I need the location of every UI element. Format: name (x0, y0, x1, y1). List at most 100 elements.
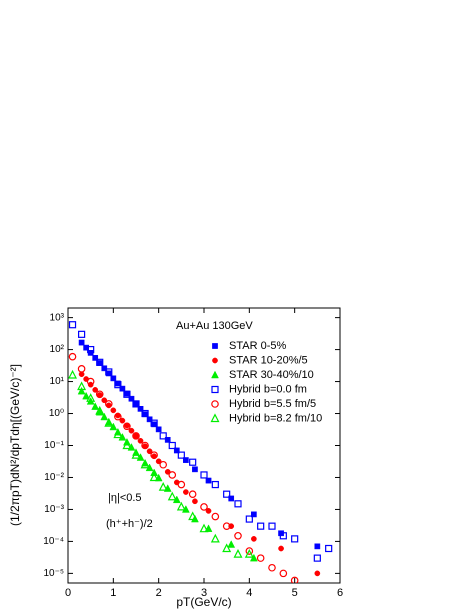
marker (159, 432, 167, 440)
marker (233, 549, 243, 558)
marker (257, 522, 265, 530)
annotation: (h⁺+h⁻)/2 (106, 518, 153, 530)
marker (83, 344, 89, 351)
marker (92, 387, 99, 393)
marker (119, 417, 126, 424)
marker (146, 448, 153, 455)
marker (119, 385, 126, 392)
marker (110, 407, 117, 414)
x-tick-label: 4 (246, 587, 252, 599)
y-tick-label: 10² (50, 344, 65, 355)
marker (212, 357, 218, 364)
marker (211, 512, 220, 521)
marker (227, 540, 236, 548)
marker (234, 500, 242, 508)
legend-label: Hybrid b=0.0 fm (229, 383, 307, 395)
legend-label: STAR 30-40%/10 (229, 369, 314, 381)
marker (104, 418, 114, 427)
marker (177, 480, 186, 489)
marker (211, 385, 219, 394)
y-tick-label: 10⁻² (44, 472, 64, 483)
x-tick-label: 0 (65, 587, 71, 599)
marker (132, 400, 140, 408)
marker (68, 352, 77, 361)
marker (132, 432, 140, 440)
marker (101, 397, 108, 404)
marker (251, 511, 257, 518)
marker (234, 531, 242, 540)
marker (86, 393, 96, 402)
y-tick-label: 10⁻³ (44, 504, 64, 515)
marker (200, 471, 208, 479)
marker (100, 412, 109, 421)
marker (95, 405, 105, 415)
marker (140, 459, 150, 469)
marker (314, 570, 321, 577)
marker (191, 514, 199, 523)
marker (149, 472, 159, 482)
marker (137, 406, 144, 412)
marker (137, 437, 144, 444)
marker (210, 413, 220, 423)
legend-label: STAR 0-5% (229, 340, 286, 352)
marker (168, 441, 176, 450)
marker (192, 466, 198, 473)
marker (128, 395, 135, 402)
x-tick-label: 6 (337, 587, 343, 599)
x-axis-label: pT(GeV/c) (176, 595, 231, 609)
marker (176, 501, 186, 511)
marker (251, 536, 257, 542)
marker (122, 440, 132, 450)
annotation: Au+Au 130GeV (176, 320, 253, 332)
y-tick-label: 10⁻⁴ (43, 536, 64, 547)
marker (205, 508, 212, 514)
marker (77, 330, 86, 338)
marker (188, 490, 197, 498)
legend-label: Hybrid b=8.2 fm/10 (229, 412, 322, 424)
marker (290, 576, 299, 583)
marker (205, 477, 212, 484)
marker (158, 481, 168, 491)
marker (228, 495, 235, 502)
marker (68, 369, 78, 379)
marker (110, 375, 117, 382)
marker (223, 490, 231, 498)
marker (245, 515, 253, 523)
marker (78, 339, 85, 346)
marker (133, 433, 139, 439)
marker (222, 543, 232, 553)
marker (211, 370, 219, 379)
marker (113, 429, 123, 439)
marker (279, 569, 288, 578)
marker (192, 498, 198, 505)
marker (167, 491, 177, 501)
marker (211, 400, 219, 408)
x-tick-label: 5 (292, 587, 298, 599)
marker (96, 358, 104, 366)
marker (92, 355, 99, 361)
marker (105, 400, 113, 408)
marker (105, 368, 113, 376)
marker (199, 523, 209, 533)
marker (128, 427, 135, 434)
marker (141, 409, 149, 418)
marker (114, 412, 122, 421)
y-tick-label: 10¹ (50, 376, 65, 387)
marker (177, 451, 185, 459)
marker (146, 416, 153, 423)
marker (87, 345, 95, 354)
y-tick-label: 10³ (50, 312, 65, 323)
marker (133, 401, 139, 407)
x-tick-label: 2 (156, 587, 162, 599)
marker (210, 533, 220, 543)
marker (123, 390, 131, 398)
marker (268, 563, 276, 572)
marker (245, 547, 254, 555)
marker (212, 343, 218, 349)
marker (141, 441, 149, 450)
marker (159, 460, 168, 469)
marker (291, 535, 299, 543)
marker (313, 554, 321, 562)
x-tick-label: 1 (110, 587, 116, 599)
marker (256, 554, 265, 562)
